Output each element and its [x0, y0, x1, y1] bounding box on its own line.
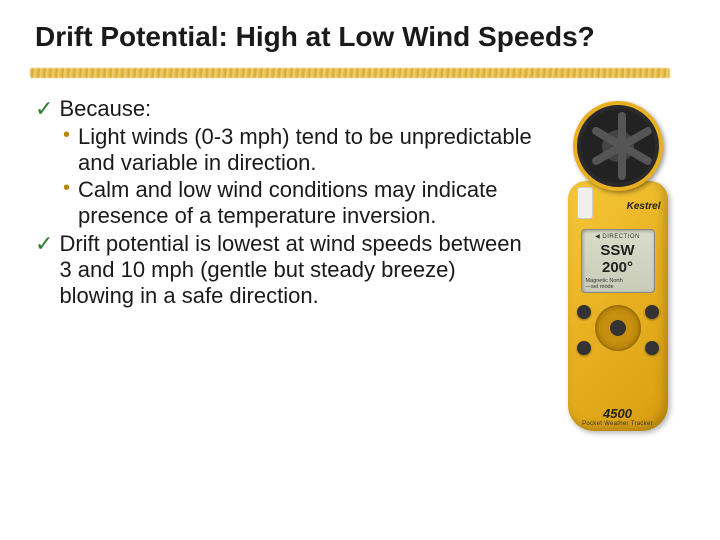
- impeller-housing: [573, 101, 663, 191]
- device-screen: ◀ DIRECTION SSW 200° Magnetic North —set…: [581, 229, 655, 293]
- bullet-text: Drift potential is lowest at wind speeds…: [59, 231, 535, 309]
- slide-title: Drift Potential: High at Low Wind Speeds…: [35, 20, 690, 54]
- dpad: [595, 305, 641, 351]
- brand-label: Kestrel: [627, 201, 661, 212]
- sub-text: Calm and low wind conditions may indicat…: [78, 177, 535, 229]
- screen-sub-2: —set mode: [586, 284, 650, 291]
- title-underline: [30, 68, 670, 78]
- dpad-center-button: [610, 320, 626, 336]
- device-button: [577, 341, 591, 355]
- impeller: [581, 109, 655, 183]
- sensor-module: [577, 187, 593, 219]
- bullet-text: Because:: [59, 96, 535, 122]
- sub-list: • Light winds (0-3 mph) tend to be unpre…: [63, 124, 535, 230]
- text-column: ✓ Because: • Light winds (0-3 mph) tend …: [35, 96, 535, 441]
- slide: Drift Potential: High at Low Wind Speeds…: [0, 0, 720, 540]
- device-column: Kestrel ◀ DIRECTION SSW 200° Magnetic No…: [545, 96, 690, 441]
- dot-icon: •: [63, 124, 70, 148]
- device-footer: 4500 Pocket Weather Tracker: [568, 406, 668, 427]
- check-icon: ✓: [35, 96, 53, 121]
- sub-item-1: • Light winds (0-3 mph) tend to be unpre…: [63, 124, 535, 176]
- screen-reading: SSW 200°: [586, 242, 650, 276]
- device-button: [645, 305, 659, 319]
- device-button: [577, 305, 591, 319]
- dot-icon: •: [63, 177, 70, 201]
- screen-sub-1: Magnetic North: [586, 278, 650, 285]
- bullet-item-1: ✓ Because:: [35, 96, 535, 122]
- bullet-item-2: ✓ Drift potential is lowest at wind spee…: [35, 231, 535, 309]
- content-row: ✓ Because: • Light winds (0-3 mph) tend …: [35, 96, 690, 441]
- sub-text: Light winds (0-3 mph) tend to be unpredi…: [78, 124, 535, 176]
- check-icon: ✓: [35, 231, 53, 256]
- weather-meter-device: Kestrel ◀ DIRECTION SSW 200° Magnetic No…: [553, 101, 683, 441]
- screen-header: ◀ DIRECTION: [586, 233, 650, 240]
- model-number: 4500: [568, 406, 668, 421]
- dpad-ring: [595, 305, 641, 351]
- model-name: Pocket Weather Tracker: [568, 421, 668, 427]
- sub-item-2: • Calm and low wind conditions may indic…: [63, 177, 535, 229]
- device-button: [645, 341, 659, 355]
